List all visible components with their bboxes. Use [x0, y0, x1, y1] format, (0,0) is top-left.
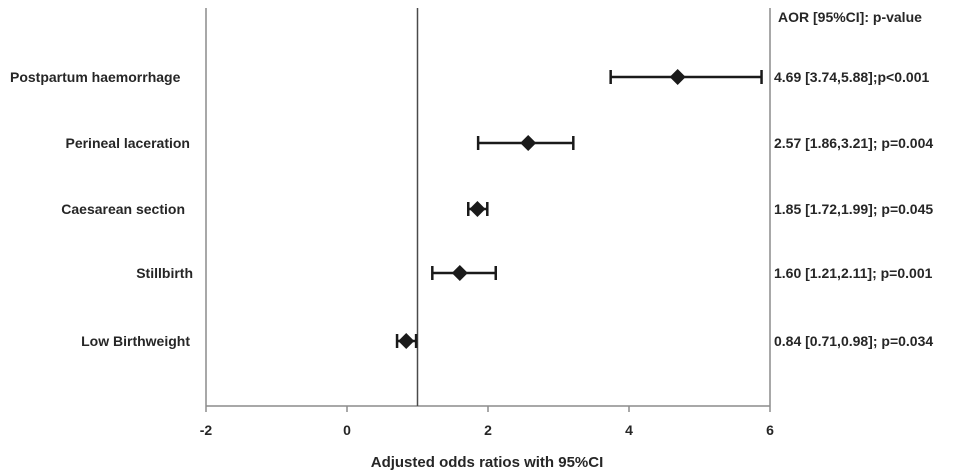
x-tick-label: 6: [766, 422, 774, 438]
estimate-marker: [520, 135, 537, 151]
estimate-marker: [669, 69, 686, 85]
estimate-marker: [451, 265, 468, 281]
row-label: Caesarean section: [61, 201, 185, 217]
row-label: Postpartum haemorrhage: [10, 69, 181, 85]
row-annotation: 4.69 [3.74,5.88];p<0.001: [774, 69, 929, 85]
x-tick-label: -2: [200, 422, 213, 438]
x-axis-label: Adjusted odds ratios with 95%CI: [371, 454, 604, 471]
row-annotation: 1.60 [1.21,2.11]; p=0.001: [774, 265, 933, 281]
data-marks: Postpartum haemorrhage 4.69 [3.74,5.88];p…: [10, 69, 933, 349]
x-tick-label: 4: [625, 422, 633, 438]
row-annotation: 1.85 [1.72,1.99]; p=0.045: [774, 201, 933, 217]
right-column-header: AOR [95%CI]: p-value: [778, 9, 922, 25]
row-label: Stillbirth: [136, 265, 193, 281]
plot-frame: -2 0 2 4 6: [200, 8, 774, 438]
estimate-marker: [469, 201, 486, 217]
row-annotation: 0.84 [0.71,0.98]; p=0.034: [774, 333, 933, 349]
row-label: Low Birthweight: [81, 333, 190, 349]
x-tick-label: 2: [484, 422, 492, 438]
row-label: Perineal laceration: [65, 135, 190, 151]
row-annotation: 2.57 [1.86,3.21]; p=0.004: [774, 135, 933, 151]
x-tick-label: 0: [343, 422, 351, 438]
estimate-marker: [398, 333, 415, 349]
